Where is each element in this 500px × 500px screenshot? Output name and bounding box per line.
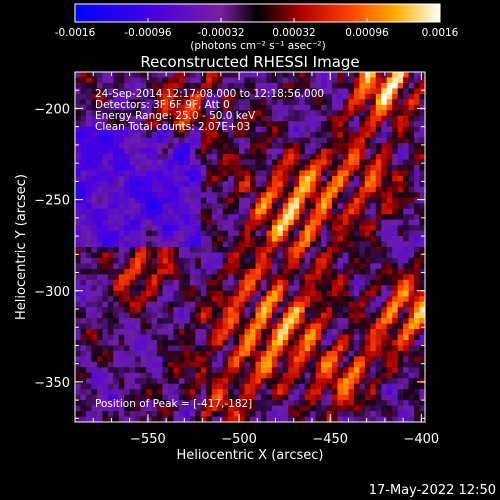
axis-ticks (74, 71, 425, 422)
colorbar-tick-label: 0.00096 (345, 27, 389, 39)
annotation-energy-range: Energy Range: 25.0 - 50.0 keV (95, 110, 256, 122)
annotation-detectors: Detectors: 3F 6F 9F, Att 0 (95, 99, 230, 111)
annotation-time-range: 24-Sep-2014 12:17:08.000 to 12:18:56.000 (95, 88, 324, 100)
x-tick-label: −500 (221, 432, 257, 447)
annotation-peak-position: Position of Peak = [-417,-182] (95, 398, 252, 410)
y-axis-label: Heliocentric Y (arcsec) (14, 174, 29, 320)
x-tick-label: −400 (403, 432, 439, 447)
colorbar-tick-label: -0.00032 (197, 27, 244, 39)
y-tick-label: −250 (34, 194, 70, 209)
colorbar-tick-label: 0.00032 (272, 27, 315, 39)
x-axis-label: Heliocentric X (arcsec) (177, 448, 324, 463)
annotation-clean-counts: Clean Total counts: 2.07E+03 (95, 121, 250, 133)
chart-title: Reconstructed RHESSI Image (140, 53, 359, 71)
colorbar-unit-label: (photons cm⁻² s⁻¹ asec⁻²) (190, 40, 325, 52)
x-tick-label: −450 (312, 432, 348, 447)
colorbar-tick-label: -0.0016 (55, 27, 96, 39)
heatmap-image (75, 72, 425, 422)
plot-frame (74, 71, 426, 423)
y-tick-label: −200 (34, 102, 70, 117)
footer-timestamp: 17-May-2022 12:50 (369, 483, 496, 498)
colorbar-ticks (74, 18, 441, 22)
colorbar (74, 3, 441, 23)
y-tick-label: −300 (34, 285, 70, 300)
x-tick-label: −550 (130, 432, 166, 447)
y-tick-label: −350 (34, 376, 70, 391)
colorbar-tick-label: 0.0016 (422, 27, 459, 39)
colorbar-tick-label: -0.00096 (124, 27, 172, 39)
